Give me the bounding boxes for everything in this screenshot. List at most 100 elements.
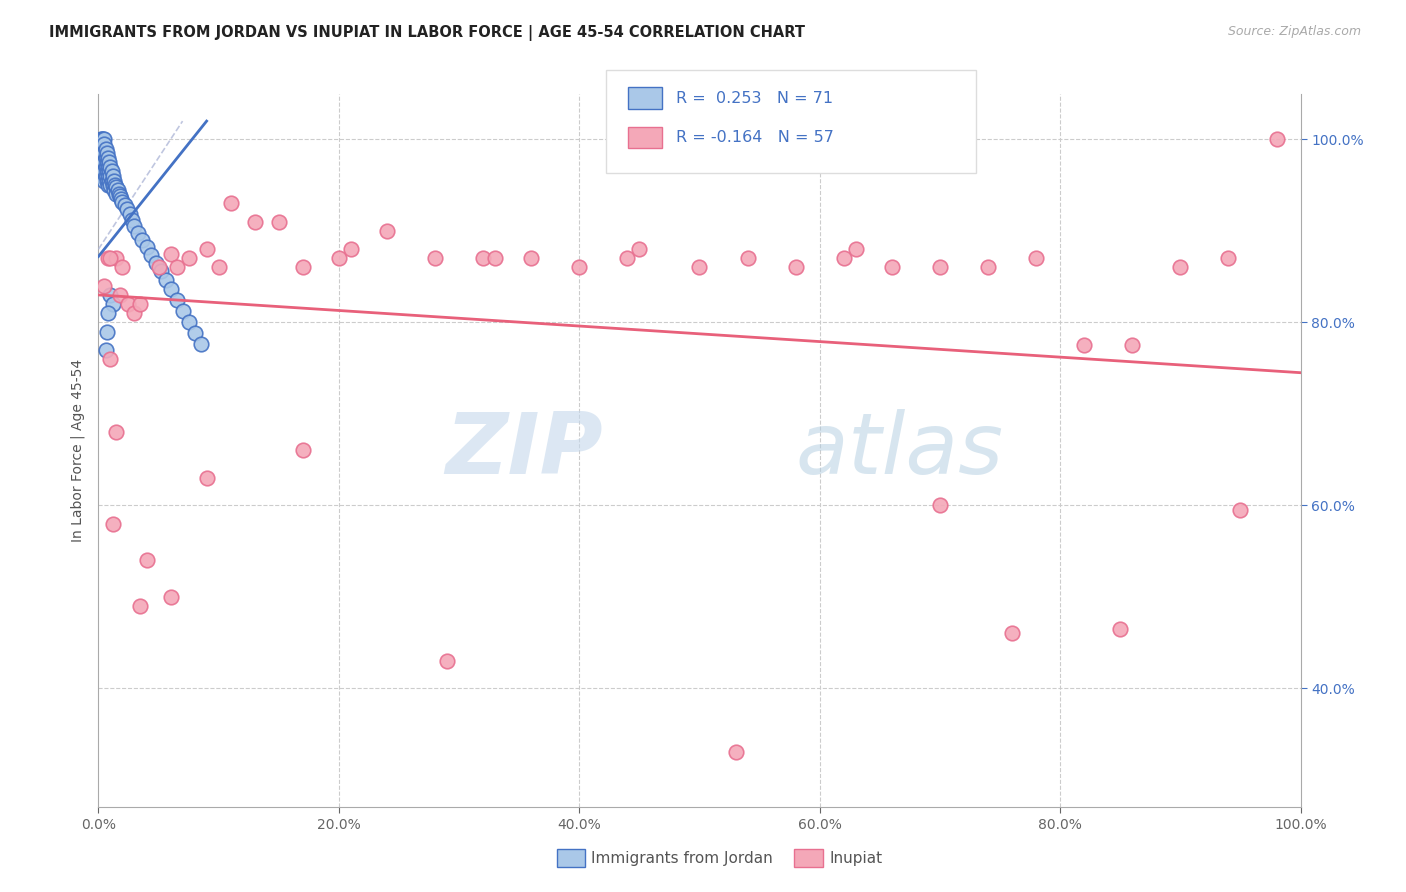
Point (135, 240, 157, 254)
Point (183, 326, 205, 341)
Point (93, 136, 115, 151)
Point (96, 173, 118, 187)
Point (94, 343, 117, 357)
Point (93, 278, 115, 293)
Point (177, 252, 200, 266)
Point (100, 351, 122, 366)
Point (104, 178, 127, 193)
Point (98, 164, 121, 178)
Point (108, 189, 131, 203)
Text: Immigrants from Jordan: Immigrants from Jordan (591, 851, 772, 865)
Point (148, 260, 170, 275)
Point (166, 260, 188, 275)
Point (111, 260, 134, 275)
Point (100, 164, 122, 178)
Point (93, 173, 115, 187)
Point (328, 252, 350, 266)
Point (91, 142, 114, 156)
Point (100, 160, 122, 174)
Point (195, 242, 218, 256)
Point (96, 164, 118, 178)
Text: Source: ZipAtlas.com: Source: ZipAtlas.com (1227, 25, 1361, 38)
Point (103, 183, 125, 197)
Point (267, 215, 290, 229)
Point (1170, 260, 1192, 275)
Y-axis label: In Labor Force | Age 45-54: In Labor Force | Age 45-54 (70, 359, 84, 542)
Point (129, 599, 152, 613)
Point (977, 260, 1000, 275)
Point (616, 252, 638, 266)
Point (568, 260, 591, 275)
Point (100, 252, 122, 266)
Point (101, 297, 124, 311)
Point (785, 260, 807, 275)
Point (1218, 252, 1240, 266)
Point (100, 173, 122, 187)
Point (127, 226, 149, 240)
Point (94, 169, 117, 183)
Point (155, 273, 177, 287)
Point (98, 155, 121, 169)
Point (96, 325, 118, 339)
Point (243, 215, 266, 229)
Point (90, 151, 112, 165)
Point (845, 242, 868, 256)
Point (105, 187, 128, 202)
Point (98, 173, 121, 187)
Point (131, 233, 153, 247)
Point (129, 297, 152, 311)
Point (1109, 622, 1132, 636)
Point (100, 288, 122, 302)
Point (91, 160, 114, 174)
Point (928, 499, 950, 513)
Point (208, 260, 231, 275)
Point (91, 142, 114, 156)
Point (159, 282, 181, 296)
Point (121, 213, 143, 227)
Point (97, 178, 120, 193)
Point (105, 180, 128, 194)
Point (97, 151, 120, 165)
Point (93, 155, 115, 169)
Point (91, 155, 114, 169)
Point (159, 246, 181, 260)
Point (1265, 132, 1288, 146)
Point (93, 132, 115, 146)
Point (94, 160, 117, 174)
Point (219, 196, 242, 211)
Point (195, 471, 218, 485)
Point (94, 151, 117, 165)
Point (1229, 503, 1251, 517)
Point (117, 202, 139, 216)
Point (124, 306, 146, 320)
Point (108, 288, 131, 302)
Point (94, 142, 117, 156)
Point (928, 260, 950, 275)
Point (118, 207, 141, 221)
Text: Inupiat: Inupiat (830, 851, 883, 865)
Point (832, 252, 855, 266)
Point (103, 173, 125, 187)
Point (880, 132, 903, 146)
Point (1121, 338, 1143, 352)
Point (91, 169, 114, 183)
Point (101, 516, 124, 531)
Point (436, 654, 458, 668)
Point (114, 198, 136, 212)
Text: ZIP: ZIP (446, 409, 603, 492)
Point (135, 553, 157, 567)
Point (159, 590, 181, 604)
Point (375, 224, 398, 238)
Point (724, 745, 747, 759)
Point (107, 183, 129, 197)
Point (111, 194, 134, 209)
Text: R =  0.253   N = 71: R = 0.253 N = 71 (676, 91, 834, 105)
Point (880, 260, 903, 275)
Point (100, 169, 122, 183)
Point (101, 178, 124, 193)
Point (93, 146, 115, 161)
Point (172, 304, 194, 318)
Point (141, 248, 163, 262)
Point (117, 297, 139, 311)
Point (91, 132, 114, 146)
